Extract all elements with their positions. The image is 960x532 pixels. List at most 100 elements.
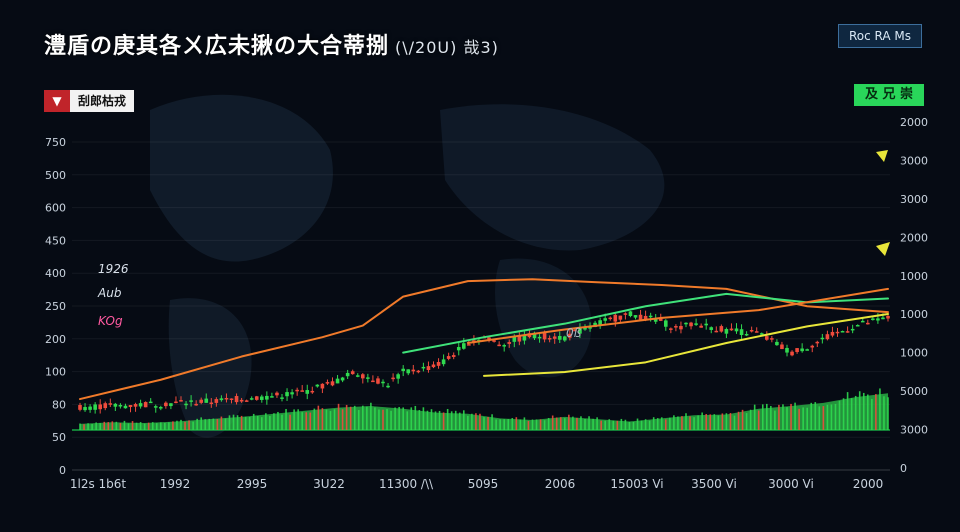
- candle-body: [305, 390, 310, 394]
- x-tick-label: 3500 Vi: [691, 477, 737, 491]
- candle-body: [578, 327, 582, 334]
- left-y-tick-label: 0: [59, 464, 66, 477]
- candle-body: [795, 348, 799, 353]
- candle-body: [552, 336, 557, 339]
- candle-body: [820, 337, 825, 340]
- candle-body: [234, 396, 239, 403]
- arrow-head-yellow: [876, 150, 888, 162]
- candle-body: [770, 338, 774, 340]
- candle-body: [573, 329, 577, 332]
- candle-body: [249, 398, 254, 400]
- candle-body: [512, 336, 517, 342]
- candle-body: [456, 347, 461, 351]
- left-y-tick-label: 80: [52, 398, 66, 411]
- candle-body: [184, 403, 188, 406]
- candle-body: [790, 351, 794, 356]
- candle-body: [835, 331, 840, 334]
- candle-body: [568, 333, 572, 338]
- candle-body: [664, 320, 668, 327]
- candle-body: [472, 340, 476, 342]
- x-tick-label: 2006: [545, 477, 576, 491]
- candle-body: [542, 332, 547, 340]
- candle-body: [810, 345, 815, 348]
- candle-body: [396, 374, 400, 379]
- candle-body: [709, 327, 714, 330]
- candle-body: [280, 397, 284, 399]
- candle-body: [866, 322, 870, 325]
- candle-body: [714, 330, 719, 333]
- candle-body: [805, 349, 809, 351]
- left-y-tick-label: 200: [45, 333, 66, 346]
- candle-body: [436, 362, 441, 366]
- left-y-tick-label: 450: [45, 234, 66, 247]
- candle-body: [557, 336, 562, 340]
- candle-body: [613, 314, 618, 322]
- right-green-badge: 及 兄 崇: [854, 84, 924, 106]
- candle-body: [386, 385, 390, 388]
- candle-body: [361, 374, 365, 379]
- candle-body: [785, 347, 789, 353]
- candle-body: [487, 337, 491, 340]
- candle-body: [265, 395, 269, 400]
- candle-body: [93, 404, 97, 410]
- candle-body: [446, 356, 451, 359]
- candle-body: [441, 359, 446, 365]
- candle-body: [350, 371, 355, 375]
- candle-body: [340, 377, 345, 381]
- candle-body: [164, 402, 168, 407]
- candle-body: [381, 381, 385, 384]
- x-tick-label: 3U22: [313, 477, 345, 491]
- annotation-small: 0ß: [566, 326, 582, 340]
- candle-body: [855, 325, 860, 327]
- annotation-1926: 1926: [98, 262, 129, 276]
- candle-body: [325, 382, 330, 384]
- candle-body: [108, 403, 113, 405]
- candle-body: [179, 400, 183, 402]
- candle-body: [143, 402, 148, 408]
- candle-body: [699, 325, 703, 328]
- candle-body: [648, 315, 653, 318]
- candle-body: [679, 325, 683, 330]
- candle-body: [603, 318, 607, 321]
- candle-body: [118, 405, 123, 407]
- candle-body: [669, 328, 673, 330]
- candle-body: [275, 392, 279, 396]
- candle-body: [754, 331, 759, 333]
- logo-icon: ▼: [44, 90, 70, 112]
- left-y-tick-label: 50: [52, 431, 66, 444]
- candle-body: [159, 407, 163, 409]
- candle-body: [547, 338, 552, 340]
- left-badge-label: 刮郎枯戎: [70, 90, 135, 112]
- candle-body: [719, 326, 724, 332]
- candle-body: [886, 315, 890, 319]
- candle-body: [860, 320, 865, 323]
- candle-body: [759, 333, 764, 335]
- candle-body: [689, 322, 693, 327]
- candle-body: [209, 402, 214, 405]
- candle-body: [532, 332, 537, 339]
- candle-body: [366, 377, 370, 379]
- right-y-tick-label: 1000: [900, 270, 928, 283]
- chart-title-main: 澧盾の庚其各ㄨ広未揪の大合蒂捌: [44, 34, 390, 59]
- candle-body: [507, 342, 512, 344]
- candle-body: [780, 344, 784, 350]
- candle-body: [608, 317, 613, 320]
- candle-body: [724, 328, 729, 334]
- candle-body: [416, 370, 421, 373]
- x-tick-label: 1992: [160, 477, 191, 491]
- candle-body: [431, 364, 436, 368]
- left-y-tick-label: 400: [45, 267, 66, 280]
- candle-body: [426, 366, 431, 371]
- left-logo-badge: ▼ 刮郎枯戎: [44, 90, 135, 112]
- arrow-head-yellow-2: [876, 242, 890, 256]
- candle-body: [371, 380, 375, 383]
- candle-body: [517, 335, 522, 342]
- candle-body: [320, 383, 325, 389]
- candle-body: [800, 348, 804, 352]
- candle-body: [421, 366, 426, 369]
- candle-body: [83, 407, 87, 411]
- candle-body: [335, 378, 340, 384]
- candle-body: [239, 399, 244, 402]
